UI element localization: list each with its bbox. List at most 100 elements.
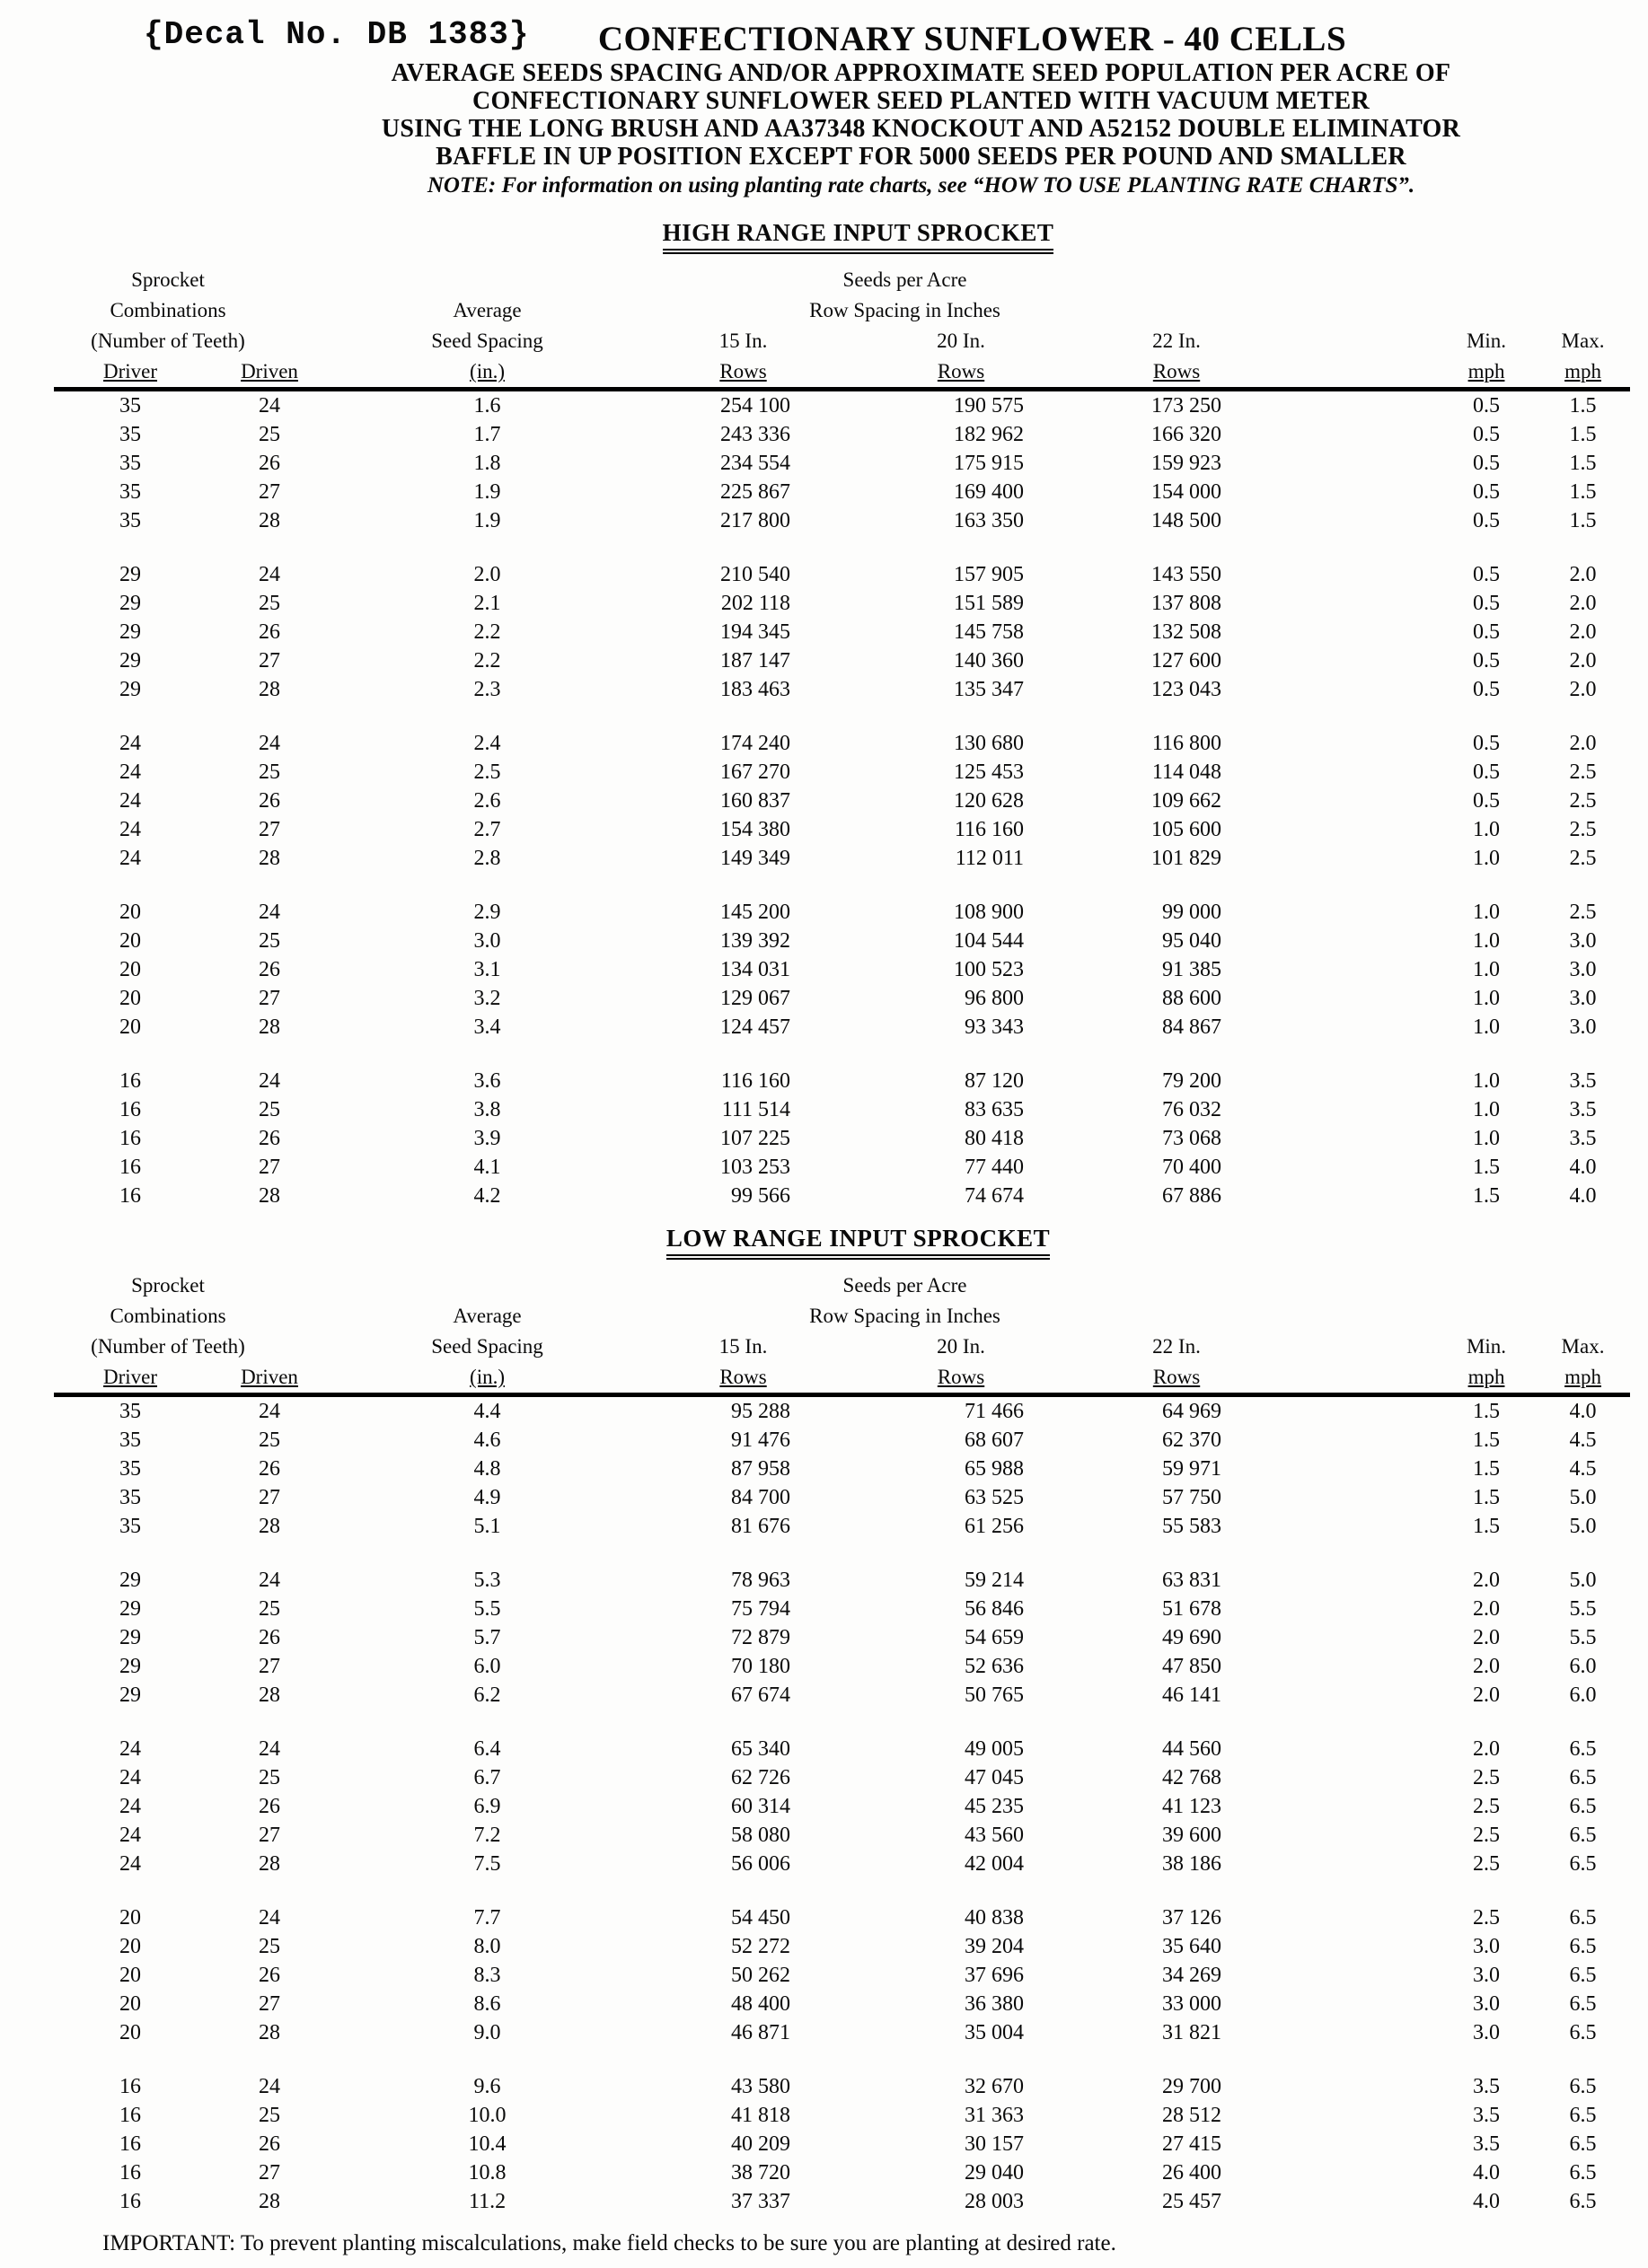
spacer-cell — [1536, 1270, 1630, 1301]
rows-20in-cell: 31 363 — [965, 2103, 1025, 2127]
rows-20in-cell: 61 256 — [965, 1514, 1025, 1538]
rows-20in-cell: 63 525 — [965, 1485, 1025, 1509]
spacer-cell — [1275, 1153, 1437, 1182]
rows-15in-cell: 116 160 — [720, 1068, 791, 1093]
driver-cell: 35 — [119, 508, 141, 532]
rows-20in-cell: 71 466 — [965, 1399, 1025, 1423]
driver-cell: 24 — [119, 1794, 141, 1818]
driver-cell: 16 — [119, 2160, 141, 2184]
driven-cell: 27 — [259, 817, 280, 841]
table-row: 20 28 3.4 124 457 93 343 84 867 1.0 3.0 — [54, 1013, 1630, 1042]
seed-spacing-cell: 1.6 — [473, 393, 501, 418]
rows-22in-cell: 137 808 — [1151, 591, 1222, 615]
table-row: 20 27 3.2 129 067 96 800 88 600 1.0 3.0 — [54, 984, 1630, 1013]
min-mph-cell: 2.5 — [1473, 1765, 1501, 1789]
seed-spacing-cell: 7.2 — [473, 1823, 501, 1847]
group-gap — [54, 1541, 1630, 1566]
col-header-combinations: Combinations — [110, 299, 226, 321]
table-row: 20 28 9.0 46 871 35 004 31 821 3.0 6.5 — [54, 2018, 1630, 2047]
rows-15in-cell: 99 566 — [731, 1183, 791, 1208]
driven-cell: 27 — [259, 479, 280, 504]
table-row: 16 28 11.2 37 337 28 003 25 457 4.0 6.5 — [54, 2187, 1630, 2216]
rows-20in-cell: 169 400 — [954, 479, 1025, 504]
table-row: 24 28 7.5 56 006 42 004 38 186 2.5 6.5 — [54, 1850, 1630, 1878]
rows-15in-cell: 124 457 — [720, 1015, 791, 1039]
driver-cell: 20 — [119, 2020, 141, 2044]
max-mph-cell: 3.5 — [1569, 1097, 1597, 1121]
max-mph-cell: 2.0 — [1569, 731, 1597, 755]
driven-cell: 24 — [259, 393, 280, 418]
rows-22in-cell: 57 750 — [1162, 1485, 1222, 1509]
spacer-cell — [1275, 295, 1437, 326]
spacer-cell — [1275, 560, 1437, 589]
min-mph-cell: 2.0 — [1473, 1654, 1501, 1678]
driver-cell: 20 — [119, 928, 141, 953]
rows-15in-cell: 134 031 — [720, 957, 791, 981]
col-header-max-mph: mph — [1536, 1362, 1631, 1397]
max-mph-cell: 6.5 — [1569, 2103, 1597, 2127]
rows-22in-cell: 116 800 — [1151, 731, 1222, 755]
rows-20in-cell: 45 235 — [965, 1794, 1025, 1818]
rows-20in-cell: 108 900 — [954, 900, 1025, 924]
spacer-cell — [1437, 1270, 1536, 1301]
rows-20in-cell: 83 635 — [965, 1097, 1025, 1121]
seed-spacing-cell: 3.2 — [473, 986, 501, 1010]
min-mph-cell: 1.5 — [1473, 1485, 1501, 1509]
min-mph-cell: 2.5 — [1473, 1905, 1501, 1930]
rows-15in-cell: 58 080 — [731, 1823, 791, 1847]
max-mph-cell: 2.0 — [1569, 677, 1597, 701]
rows-22in-cell: 25 457 — [1162, 2189, 1222, 2213]
rows-15in-cell: 48 400 — [731, 1991, 791, 2016]
rows-20in-cell: 29 040 — [965, 2160, 1025, 2184]
col-header-in: (in.) — [332, 356, 643, 391]
driven-cell: 24 — [259, 2074, 280, 2098]
table-row: 29 28 6.2 67 674 50 765 46 141 2.0 6.0 — [54, 1681, 1630, 1710]
driver-cell: 24 — [119, 1823, 141, 1847]
rows-20in-cell: 52 636 — [965, 1654, 1025, 1678]
col-header-driven: Driven — [207, 356, 333, 391]
min-mph-cell: 3.0 — [1473, 1934, 1501, 1958]
seed-spacing-cell: 9.6 — [473, 2074, 501, 2098]
rows-15in-cell: 154 380 — [720, 817, 791, 841]
min-mph-cell: 1.0 — [1473, 817, 1501, 841]
driven-cell: 25 — [259, 760, 280, 784]
rows-15in-cell: 40 209 — [731, 2132, 791, 2156]
col-header-15in: 15 In. — [718, 1335, 768, 1358]
spacer-cell — [1275, 729, 1437, 758]
rows-15in-cell: 139 392 — [720, 928, 791, 953]
spacer-cell — [1275, 589, 1437, 618]
rows-20in-cell: 74 674 — [965, 1183, 1025, 1208]
spacer-cell — [1275, 1903, 1437, 1932]
rows-15in-cell: 65 340 — [731, 1736, 791, 1761]
driven-cell: 27 — [259, 1485, 280, 1509]
min-mph-cell: 1.0 — [1473, 1068, 1501, 1093]
rows-15in-cell: 160 837 — [720, 788, 791, 813]
min-mph-cell: 1.0 — [1473, 1097, 1501, 1121]
driver-cell: 24 — [119, 846, 141, 870]
seed-spacing-cell: 5.7 — [473, 1625, 501, 1649]
rows-15in-cell: 202 118 — [720, 591, 791, 615]
table-row: 20 26 8.3 50 262 37 696 34 269 3.0 6.5 — [54, 1961, 1630, 1990]
col-header-average: Average — [453, 1305, 522, 1327]
max-mph-cell: 5.0 — [1569, 1514, 1597, 1538]
seed-spacing-cell: 5.1 — [473, 1514, 501, 1538]
seed-spacing-cell: 5.3 — [473, 1568, 501, 1592]
driven-cell: 26 — [259, 1963, 280, 1987]
table-row: 24 27 7.2 58 080 43 560 39 600 2.5 6.5 — [54, 1821, 1630, 1850]
driver-cell: 16 — [119, 2189, 141, 2213]
max-mph-cell: 1.5 — [1569, 393, 1597, 418]
seed-spacing-cell: 3.6 — [473, 1068, 501, 1093]
table-row: 20 24 7.7 54 450 40 838 37 126 2.5 6.5 — [54, 1903, 1630, 1932]
driver-cell: 20 — [119, 986, 141, 1010]
rows-22in-cell: 159 923 — [1151, 451, 1222, 475]
spacer-cell — [1437, 295, 1536, 326]
rows-15in-cell: 174 240 — [720, 731, 791, 755]
rows-20in-cell: 40 838 — [965, 1905, 1025, 1930]
spacer-cell — [1275, 1455, 1437, 1483]
rows-15in-cell: 243 336 — [720, 422, 791, 446]
driver-cell: 35 — [119, 1428, 141, 1452]
driven-cell: 28 — [259, 1514, 280, 1538]
rows-20in-cell: 112 011 — [955, 846, 1025, 870]
max-mph-cell: 4.5 — [1569, 1456, 1597, 1481]
driven-cell: 26 — [259, 1625, 280, 1649]
